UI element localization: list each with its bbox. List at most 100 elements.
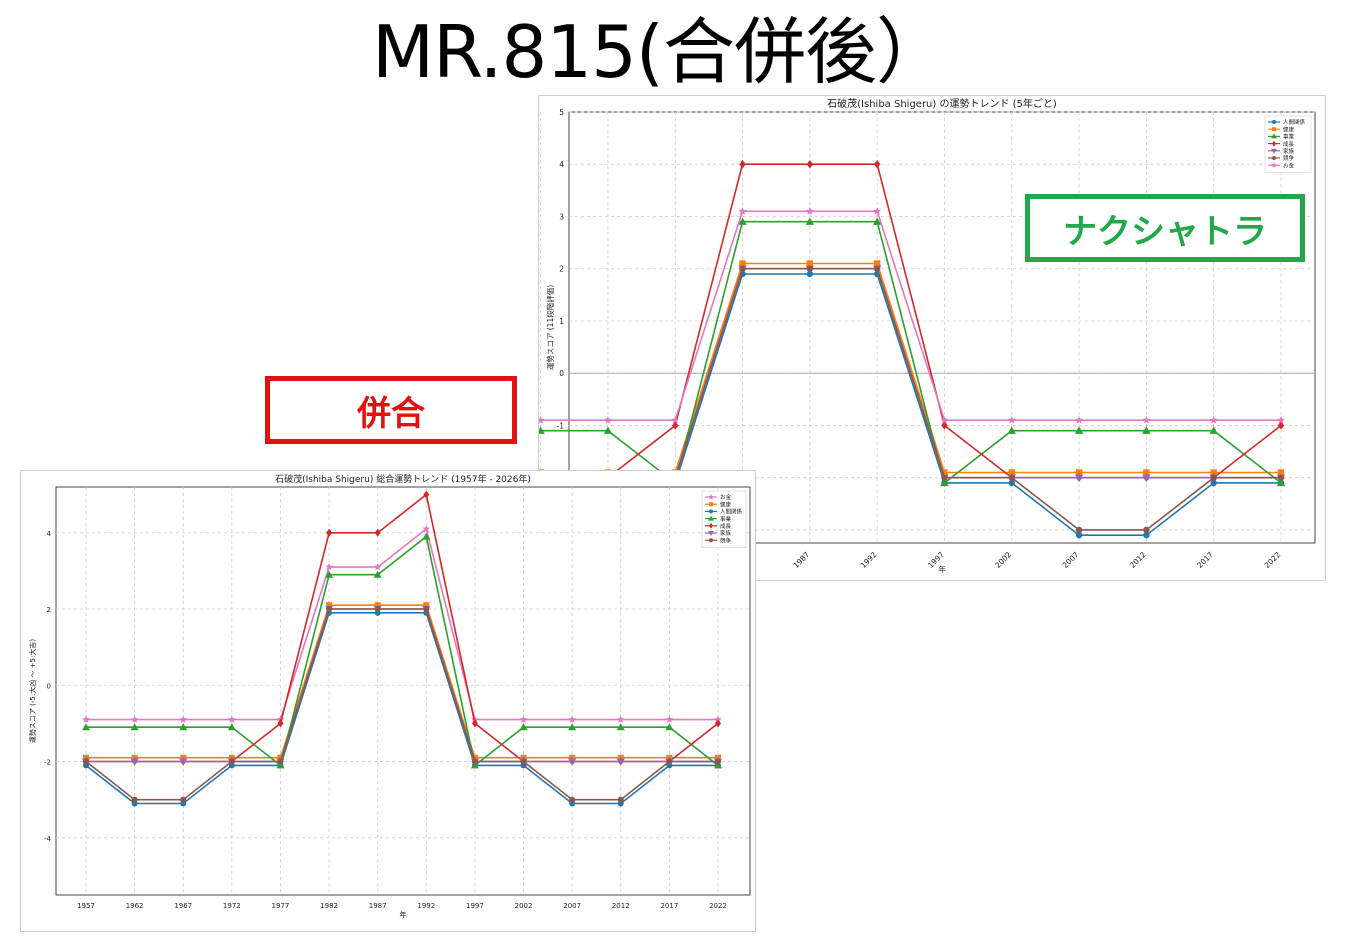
data-point — [1277, 421, 1285, 430]
x-tick-label: 2007 — [563, 902, 581, 910]
data-point — [665, 715, 674, 723]
data-point — [1276, 478, 1286, 487]
series-お金 — [82, 524, 722, 723]
data-point — [1008, 469, 1015, 476]
legend-swatch-marker — [1272, 120, 1276, 124]
data-point — [1210, 479, 1217, 487]
chart-title: 石破茂(Ishiba Shigeru) の運勢トレンド (5年ごと) — [827, 97, 1057, 110]
data-point — [1143, 469, 1150, 476]
legend-label: 健康 — [1283, 125, 1295, 133]
series-お金 — [539, 207, 1285, 424]
series-競争 — [83, 606, 721, 803]
y-tick-label: -2 — [44, 759, 51, 767]
data-point — [1143, 531, 1150, 539]
data-point — [738, 217, 747, 225]
data-point — [373, 563, 382, 571]
data-point — [179, 715, 187, 723]
label-merged: 併合 — [265, 376, 517, 444]
data-point — [519, 715, 528, 723]
legend-label: 人間関係 — [1283, 118, 1306, 126]
series-line — [539, 210, 1281, 422]
legend-label: 成長 — [1283, 140, 1295, 148]
data-point — [130, 723, 139, 731]
data-point — [373, 570, 382, 578]
x-tick-label: 2017 — [1195, 550, 1215, 570]
data-point — [617, 715, 625, 723]
data-point — [471, 754, 478, 761]
x-tick-label: 1962 — [126, 902, 144, 910]
data-point — [671, 416, 680, 424]
data-point — [277, 754, 284, 761]
data-point — [616, 758, 625, 766]
data-point — [326, 528, 333, 537]
chart-title: 石破茂(Ishiba Shigeru) 総合運勢トレンド (1957年 - 20… — [275, 473, 531, 485]
data-point — [1075, 526, 1083, 534]
y-axis-label: 運勢スコア (-5:大凶 〜 +5:大吉) — [28, 639, 37, 743]
legend-swatch-marker — [708, 515, 714, 521]
data-point — [616, 723, 625, 731]
y-tick-label: 2 — [47, 606, 51, 614]
data-point — [568, 758, 577, 766]
series-line — [85, 612, 718, 805]
legend-swatch-marker — [1272, 156, 1276, 160]
data-point — [873, 265, 881, 272]
legend-label: 競争 — [720, 536, 732, 544]
data-point — [130, 715, 139, 723]
data-point — [374, 606, 381, 613]
data-point — [617, 796, 624, 803]
data-point — [941, 421, 948, 430]
data-point — [1008, 479, 1015, 487]
data-point — [228, 715, 236, 723]
legend-swatch-marker — [708, 531, 714, 536]
legend-label: 健康 — [720, 500, 732, 508]
data-point — [82, 723, 90, 731]
data-point — [872, 217, 882, 225]
y-tick-label: 4 — [559, 160, 564, 169]
legend-swatch-marker — [1272, 127, 1276, 132]
legend-label: 事業 — [720, 515, 732, 523]
data-point — [1075, 469, 1083, 476]
legend-label: 家族 — [720, 529, 732, 537]
data-point — [1277, 416, 1285, 424]
data-point — [666, 758, 673, 765]
data-point — [325, 563, 333, 571]
legend-swatch-marker — [709, 522, 713, 529]
data-point — [471, 715, 479, 723]
data-point — [277, 758, 284, 765]
series-事業 — [539, 217, 1286, 487]
x-tick-label: 2017 — [660, 902, 678, 910]
x-axis-label: 年 — [938, 564, 946, 574]
data-point — [715, 754, 721, 761]
data-point — [1210, 469, 1217, 476]
y-tick-label: 4 — [47, 530, 52, 538]
x-tick-label: 2007 — [1061, 550, 1081, 570]
y-tick-label: -4 — [44, 835, 52, 843]
legend-swatch-marker — [1271, 148, 1277, 154]
legend-swatch-marker — [709, 538, 713, 543]
legend-swatch-marker — [709, 509, 713, 514]
data-point — [1075, 416, 1084, 424]
data-point — [1074, 474, 1084, 482]
x-tick-label: 1957 — [77, 902, 95, 910]
data-point — [1074, 426, 1084, 434]
x-tick-label: 1987 — [369, 902, 387, 910]
y-tick-label: 2 — [559, 265, 564, 274]
x-tick-label: 1987 — [791, 550, 811, 570]
data-point — [806, 260, 814, 267]
x-tick-label: 2012 — [612, 902, 630, 910]
data-point — [805, 207, 814, 215]
legend-label: 人間関係 — [720, 508, 743, 516]
data-point — [603, 416, 612, 424]
data-point — [423, 602, 430, 609]
data-point — [539, 416, 545, 424]
data-point — [423, 606, 430, 613]
legend-swatch-marker — [1271, 133, 1277, 139]
data-point — [1008, 474, 1015, 481]
data-point — [83, 758, 89, 765]
data-point — [806, 270, 814, 278]
y-tick-label: 0 — [559, 369, 564, 378]
legend-swatch-marker — [708, 494, 714, 500]
data-point — [228, 758, 235, 765]
data-point — [326, 602, 333, 609]
